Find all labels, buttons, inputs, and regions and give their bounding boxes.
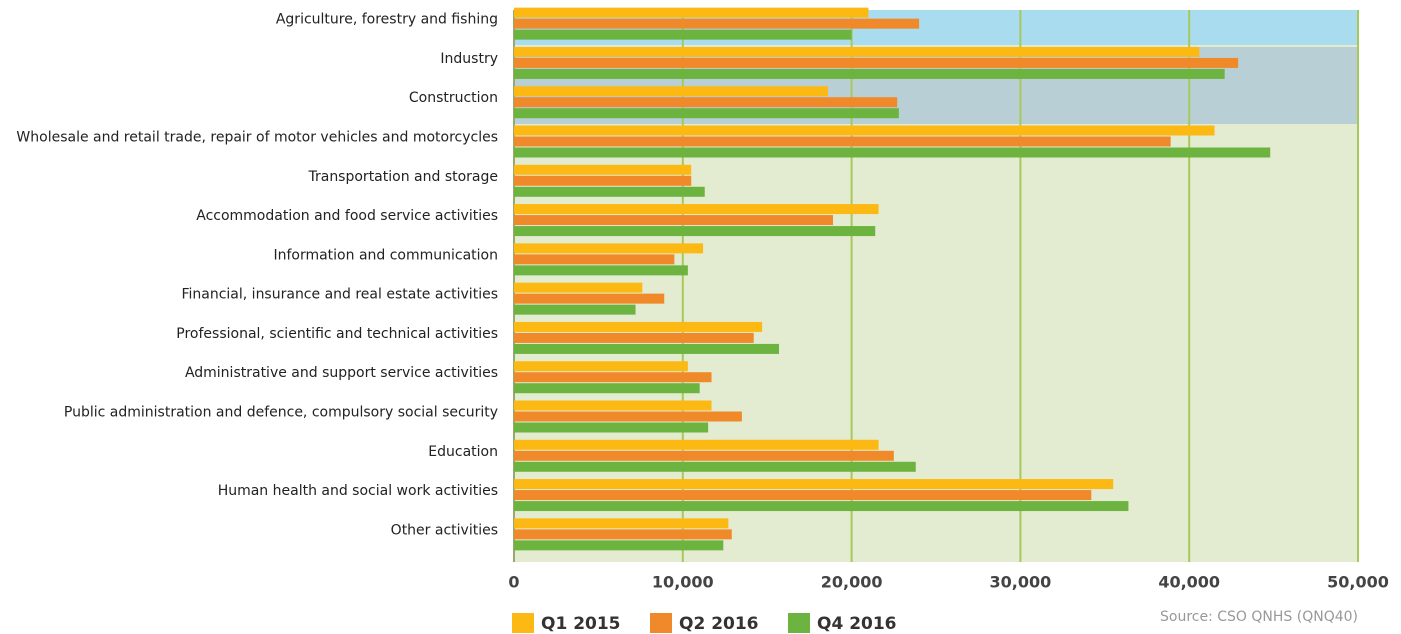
- bar: [514, 321, 763, 332]
- bar: [514, 265, 688, 276]
- legend-swatch: [650, 613, 672, 633]
- category-label: Agriculture, forestry and fishing: [276, 12, 498, 28]
- bar: [514, 529, 732, 540]
- source: Source: CSO QNHS (QNQ40): [1160, 609, 1358, 625]
- bar: [514, 136, 1171, 147]
- bar: [514, 361, 688, 372]
- x-tick-label: 10,000: [652, 573, 714, 592]
- bar: [514, 86, 828, 97]
- bar: [514, 125, 1215, 136]
- category-label: Professional, scientific and technical a…: [176, 326, 498, 342]
- bar: [514, 164, 692, 175]
- category-label: Wholesale and retail trade, repair of mo…: [16, 130, 498, 146]
- bar: [514, 332, 754, 343]
- bar: [514, 411, 742, 422]
- bar: [514, 147, 1271, 158]
- category-label: Construction: [409, 90, 498, 106]
- bar: [514, 57, 1239, 68]
- legend-swatch: [512, 613, 534, 633]
- bar: [514, 304, 636, 315]
- category-label: Other activities: [391, 522, 498, 538]
- x-tick-label: 20,000: [821, 573, 883, 592]
- bar: [514, 29, 852, 40]
- category-label: Transportation and storage: [307, 169, 498, 185]
- bar: [514, 18, 920, 29]
- bar: [514, 490, 1092, 501]
- bar: [514, 501, 1129, 512]
- bar: [514, 383, 700, 394]
- bar: [514, 175, 692, 186]
- category-label: Industry: [440, 51, 498, 67]
- bar: [514, 479, 1114, 490]
- bar: [514, 422, 709, 433]
- bar: [514, 450, 894, 461]
- bar: [514, 215, 834, 226]
- bar: [514, 226, 876, 237]
- bar: [514, 243, 704, 254]
- category-label: Administrative and support service activ…: [185, 365, 498, 381]
- x-tick-label: 0: [508, 573, 519, 592]
- bar: [514, 7, 869, 18]
- bar: [514, 282, 643, 293]
- legend-label: Q1 2015: [541, 614, 621, 634]
- bar: [514, 372, 712, 383]
- bar: [514, 68, 1225, 79]
- bar: [514, 400, 712, 411]
- bar: [514, 97, 898, 108]
- category-label: Human health and social work activities: [218, 483, 498, 499]
- category-label: Education: [428, 444, 498, 460]
- bar: [514, 204, 879, 215]
- bar: [514, 540, 724, 551]
- x-tick-label: 30,000: [990, 573, 1052, 592]
- bar: [514, 254, 675, 265]
- bar: [514, 439, 879, 450]
- legend-swatch: [788, 613, 810, 633]
- x-tick-label: 40,000: [1158, 573, 1220, 592]
- legend-label: Q4 2016: [817, 614, 897, 634]
- category-label: Accommodation and food service activitie…: [196, 208, 498, 224]
- category-label: Financial, insurance and real estate act…: [181, 287, 498, 303]
- category-label: Information and communication: [273, 247, 498, 263]
- legend-label: Q2 2016: [679, 614, 759, 634]
- bar: [514, 518, 729, 529]
- category-label: Public administration and defence, compu…: [64, 405, 498, 421]
- bar: [514, 46, 1200, 57]
- bar: [514, 343, 780, 354]
- bar: [514, 461, 916, 472]
- bar: [514, 186, 705, 197]
- bar: [514, 293, 665, 304]
- x-tick-label: 50,000: [1327, 573, 1389, 592]
- bar: [514, 108, 899, 119]
